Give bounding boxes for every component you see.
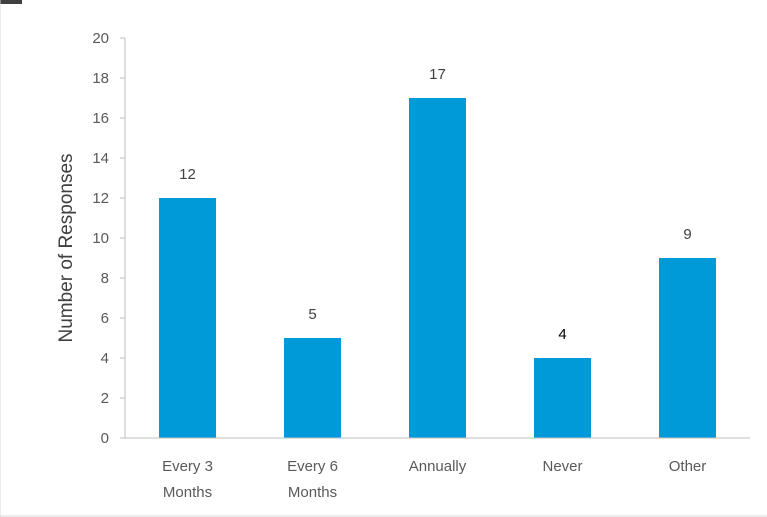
x-category-label: Every 3 Months — [162, 458, 213, 501]
x-category-label-line: Never — [542, 458, 582, 475]
x-category-label-line: Other — [669, 458, 707, 475]
bar-data-label: 5 — [308, 306, 316, 323]
x-axis-labels: Every 3 Months Every 6 Months Annually Never O… — [162, 458, 706, 501]
bar — [409, 98, 466, 438]
bars — [159, 98, 716, 438]
y-tick-label: 18 — [92, 70, 109, 87]
x-category-label: Never — [542, 458, 582, 475]
data-labels: 12 5 17 4 9 — [179, 66, 692, 343]
y-tick-label: 10 — [92, 230, 109, 247]
bar-data-label: 17 — [429, 66, 446, 83]
bar — [159, 198, 216, 438]
cropped-title-fragment — [0, 0, 22, 4]
bar-data-label: 9 — [683, 226, 691, 243]
x-category-label: Other — [669, 458, 707, 475]
x-category-label-line: Months — [163, 484, 212, 501]
y-tick-label: 8 — [101, 270, 109, 287]
y-tick-label: 6 — [101, 310, 109, 327]
bar-data-label: 12 — [179, 166, 196, 183]
x-category-label: Every 6 Months — [287, 458, 338, 501]
x-category-label-line: Annually — [409, 458, 467, 475]
bar — [284, 338, 341, 438]
y-tick-label: 16 — [92, 110, 109, 127]
x-category-label-line: Months — [288, 484, 337, 501]
y-tick-label: 2 — [101, 390, 109, 407]
x-category-label-line: Every 6 — [287, 458, 338, 475]
bar-data-label: 4 — [558, 326, 566, 343]
bar — [659, 258, 716, 438]
y-tick-label: 0 — [101, 430, 109, 447]
y-tick-label: 12 — [92, 190, 109, 207]
y-tick-label: 14 — [92, 150, 109, 167]
y-axis-title: Number of Responses — [56, 153, 77, 342]
x-category-label-line: Every 3 — [162, 458, 213, 475]
y-tick-label: 4 — [101, 350, 109, 367]
y-axis-ticks: 0 2 4 6 8 10 12 14 16 18 20 — [92, 30, 125, 447]
bar — [534, 358, 591, 438]
y-tick-label: 20 — [92, 30, 109, 47]
x-category-label: Annually — [409, 458, 467, 475]
